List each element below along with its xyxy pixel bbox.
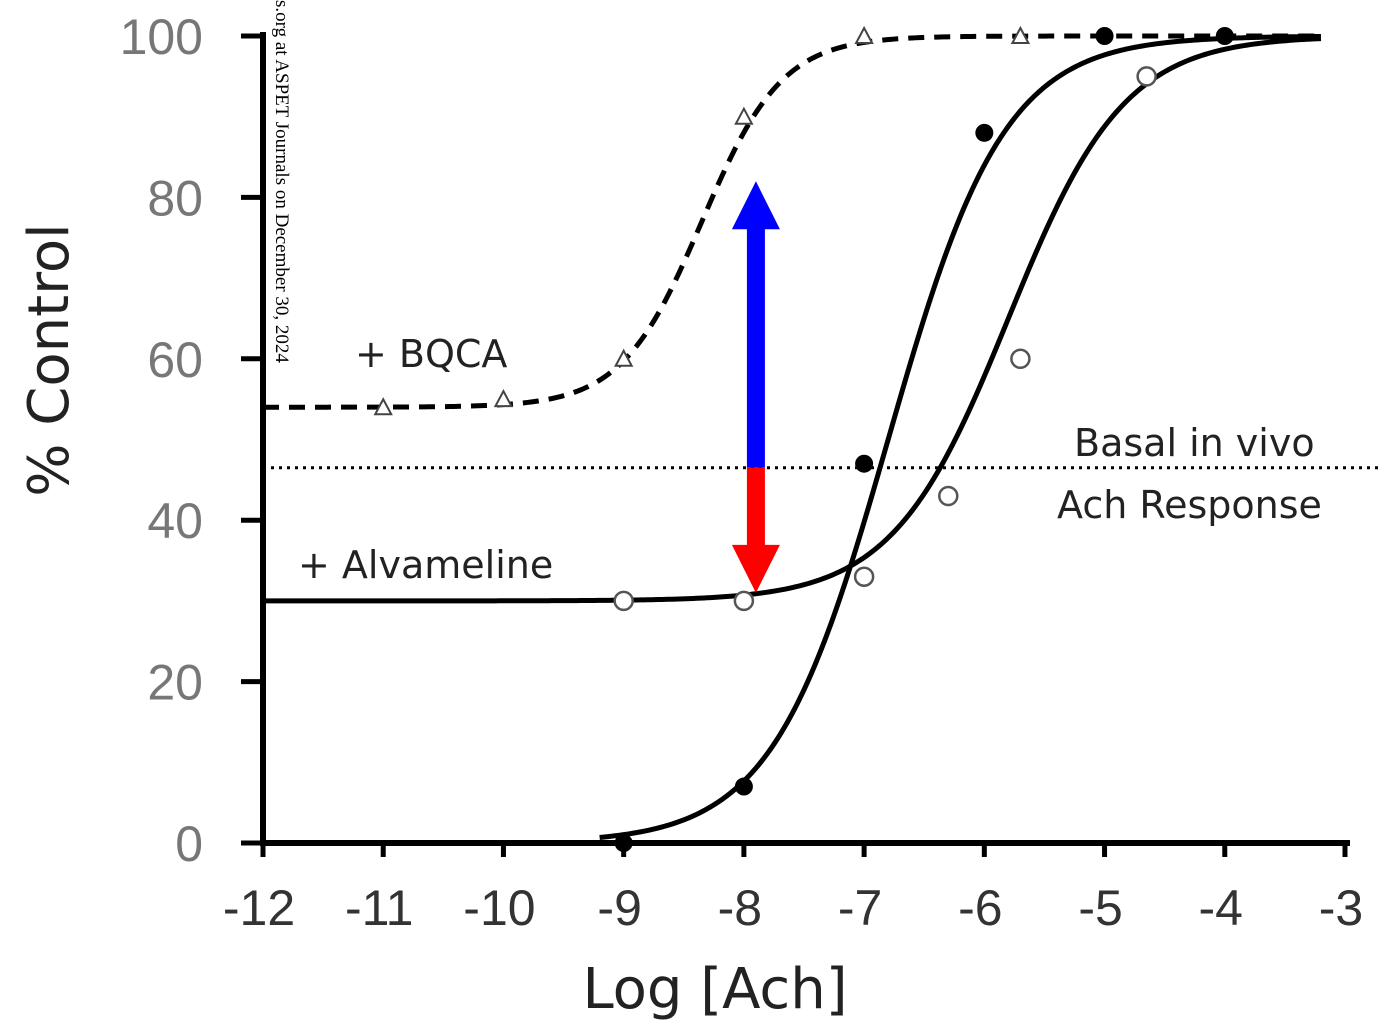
series-2-point-6 bbox=[1136, 66, 1157, 87]
series-1-point-4 bbox=[975, 123, 994, 142]
y-tick-label-40: 40 bbox=[147, 493, 203, 549]
series-1-point-6 bbox=[1215, 27, 1234, 45]
x-tick-label-10: -3 bbox=[1319, 880, 1363, 936]
y-tick-label-80: 80 bbox=[147, 170, 203, 226]
y-axis-title: % Control bbox=[17, 223, 82, 496]
y-tick-label-60: 60 bbox=[147, 332, 203, 388]
y-tick-label-20: 20 bbox=[147, 655, 203, 711]
x-tick-label-6: -7 bbox=[838, 880, 882, 936]
x-axis-title: Log [Ach] bbox=[582, 957, 847, 1022]
series-3-point-3 bbox=[614, 348, 634, 367]
arrows bbox=[731, 181, 780, 593]
curve-3 bbox=[263, 33, 1321, 410]
x-tick-label-7: -6 bbox=[958, 880, 1002, 936]
series-1-point-5 bbox=[1095, 27, 1114, 45]
x-tick-label-3: -10 bbox=[463, 880, 535, 936]
curve-1 bbox=[599, 33, 1321, 840]
alvameline-label: + Alvameline bbox=[298, 543, 553, 587]
red-arrow-head bbox=[731, 544, 780, 593]
x-tick-label-1: -12 bbox=[223, 880, 295, 936]
bqca-label: + BQCA bbox=[355, 332, 507, 376]
series-3-point-4 bbox=[734, 106, 754, 125]
series-2-point-3 bbox=[853, 566, 875, 587]
series-1-point-3 bbox=[855, 454, 874, 473]
watermark-text: s.org at ASPET Journals on December 30, … bbox=[271, 0, 292, 363]
series-2-point-2 bbox=[733, 590, 755, 612]
y-tick-label-0: 0 bbox=[175, 816, 203, 872]
data-markers bbox=[373, 25, 1234, 852]
series-1-point-2 bbox=[734, 777, 753, 796]
series-1-point-1 bbox=[614, 834, 633, 852]
x-tick-label-8: -5 bbox=[1078, 880, 1122, 936]
series-3-point-5 bbox=[854, 25, 874, 44]
x-tick-label-9: -4 bbox=[1199, 880, 1243, 936]
x-tick-label-5: -8 bbox=[718, 880, 762, 936]
series-3-point-1 bbox=[373, 397, 393, 416]
series-2-point-1 bbox=[613, 590, 634, 612]
blue-arrow-head bbox=[731, 181, 780, 230]
basal-label-line2: Ach Response bbox=[1057, 483, 1322, 527]
series-2-point-4 bbox=[938, 485, 959, 507]
x-tick-label-4: -9 bbox=[597, 880, 641, 936]
axes: 0 20 40 60 80 100 -12 -11 -10 -9 -8 -7 -6 -5 -4 -3 bbox=[120, 9, 1364, 936]
y-tick-label-100: 100 bbox=[120, 9, 203, 65]
series-3-point-2 bbox=[493, 389, 514, 408]
x-tick-label-2: -11 bbox=[345, 880, 414, 936]
series-3-point-6 bbox=[1010, 25, 1031, 44]
basal-label-line1: Basal in vivo bbox=[1074, 421, 1315, 465]
series-2-point-5 bbox=[1010, 348, 1031, 370]
labels: % Control Log [Ach] + BQCA + Alvameline … bbox=[17, 0, 1322, 1022]
